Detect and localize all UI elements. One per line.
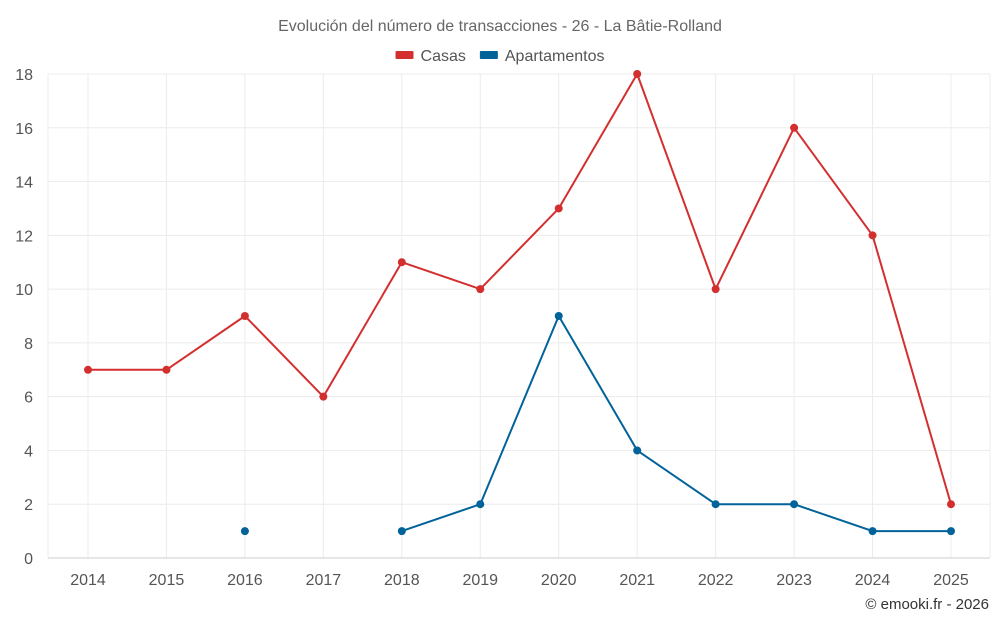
data-point-casas[interactable] — [476, 285, 485, 294]
data-point-apartamentos[interactable] — [554, 312, 563, 320]
chart-title: Evolución del número de transacciones - … — [278, 18, 722, 35]
x-tick-label: 2020 — [541, 572, 577, 589]
y-tick-label: 10 — [15, 282, 33, 299]
data-point-apartamentos[interactable] — [868, 527, 877, 536]
data-point-casas[interactable] — [84, 365, 92, 374]
x-tick-label: 2016 — [227, 572, 263, 589]
x-tick-label: 2017 — [306, 572, 342, 589]
data-point-casas[interactable] — [162, 365, 171, 374]
y-axis: 0 2 4 6 8 10 12 14 16 18 — [15, 67, 33, 568]
series-layer — [84, 70, 955, 536]
data-point-apartamentos[interactable] — [476, 500, 485, 509]
data-point-apartamentos[interactable] — [633, 446, 642, 455]
y-tick-label: 14 — [15, 175, 33, 192]
y-tick-label: 18 — [15, 67, 33, 84]
data-point-apartamentos[interactable] — [711, 500, 720, 509]
data-point-casas[interactable] — [633, 70, 642, 78]
data-point-casas[interactable] — [554, 204, 563, 213]
data-point-apartamentos[interactable] — [947, 527, 955, 536]
x-tick-label: 2023 — [776, 572, 812, 589]
y-tick-label: 0 — [24, 551, 33, 568]
x-tick-label: 2021 — [619, 572, 655, 589]
series-line-casas — [88, 73, 952, 505]
data-point-apartamentos[interactable] — [240, 527, 249, 536]
data-point-casas[interactable] — [711, 285, 720, 294]
legend-swatch — [479, 51, 498, 59]
data-point-apartamentos[interactable] — [397, 527, 406, 536]
data-point-casas[interactable] — [868, 231, 877, 240]
y-tick-label: 4 — [24, 443, 33, 460]
data-point-casas[interactable] — [947, 500, 955, 509]
x-tick-label: 2015 — [149, 572, 185, 589]
legend: Casas Apartamentos — [395, 48, 605, 65]
series-line-apartamentos — [401, 315, 951, 533]
x-axis: 2014 2015 2016 2017 2018 2019 2020 2021 2022 2023… — [48, 557, 990, 589]
data-point-casas[interactable] — [397, 258, 406, 267]
legend-label: Casas — [421, 48, 466, 65]
credit-text: © emooki.fr - 2026 — [865, 596, 989, 613]
data-point-casas[interactable] — [790, 123, 799, 132]
y-tick-label: 8 — [24, 336, 33, 353]
legend-swatch — [395, 51, 414, 59]
data-point-casas[interactable] — [319, 392, 328, 401]
legend-item-casas[interactable]: Casas — [395, 48, 466, 65]
gridlines — [47, 73, 991, 559]
y-tick-label: 2 — [24, 497, 33, 514]
x-tick-label: 2018 — [384, 572, 420, 589]
y-tick-label: 16 — [15, 121, 33, 138]
y-tick-label: 12 — [15, 228, 33, 245]
legend-item-apartamentos[interactable]: Apartamentos — [479, 48, 605, 65]
x-tick-label: 2019 — [462, 572, 498, 589]
data-point-casas[interactable] — [240, 312, 249, 320]
x-tick-label: 2025 — [933, 572, 969, 589]
legend-label: Apartamentos — [505, 48, 605, 65]
data-point-apartamentos[interactable] — [790, 500, 799, 509]
x-tick-label: 2014 — [70, 572, 106, 589]
y-tick-label: 6 — [24, 390, 33, 407]
x-tick-label: 2024 — [855, 572, 891, 589]
x-tick-label: 2022 — [698, 572, 734, 589]
